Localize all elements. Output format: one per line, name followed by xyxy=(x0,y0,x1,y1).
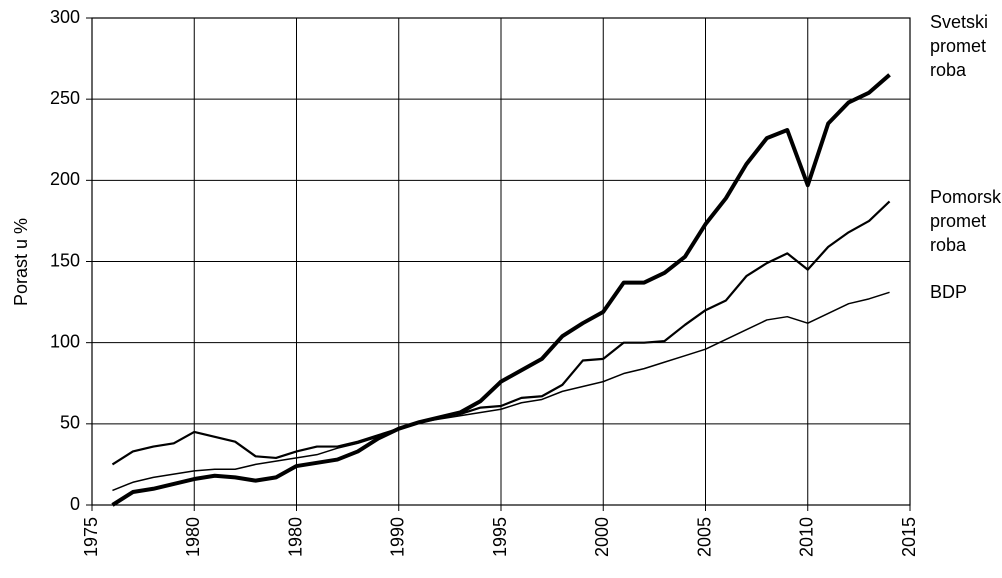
x-tick-label: 2000 xyxy=(592,517,612,557)
x-tick-label: 2010 xyxy=(797,517,817,557)
y-tick-label: 0 xyxy=(70,494,80,514)
y-tick-label: 150 xyxy=(50,250,80,270)
y-tick-label: 100 xyxy=(50,331,80,351)
legend-label: Svetski promet roba xyxy=(930,12,989,80)
x-tick-label: 1975 xyxy=(81,517,101,557)
y-tick-label: 300 xyxy=(50,7,80,27)
x-tick-label: 1995 xyxy=(490,517,510,557)
y-tick-label: 200 xyxy=(50,169,80,189)
x-tick-label: 2015 xyxy=(899,517,919,557)
y-tick-label: 250 xyxy=(50,88,80,108)
plot-frame xyxy=(91,17,911,506)
series-line xyxy=(111,200,891,466)
y-tick-label: 50 xyxy=(60,413,80,433)
y-axis-label: Porast u % xyxy=(11,218,31,306)
series-line xyxy=(112,291,890,492)
legend-label: BDP xyxy=(930,282,968,302)
x-tick-label: 1980 xyxy=(285,517,305,557)
series-line xyxy=(111,73,891,507)
x-tick-label: 1980 xyxy=(183,517,203,557)
legend-label: Pomorski promet roba xyxy=(930,187,1002,255)
x-tick-label: 2005 xyxy=(694,517,714,557)
x-tick-label: 1990 xyxy=(388,517,408,557)
